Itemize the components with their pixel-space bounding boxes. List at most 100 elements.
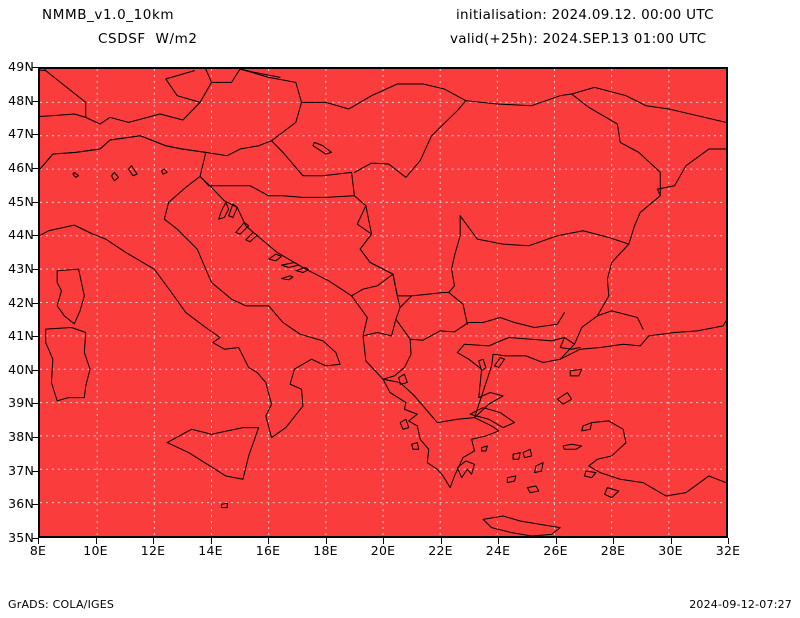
coastline-path [46,328,90,401]
coastline-path [240,69,280,77]
coastline-path [479,359,486,371]
grads-attribution-label: GrADS: COLA/IGES [8,598,115,611]
latitude-tick-mark [32,67,38,68]
latitude-tick-mark [32,336,38,338]
coastline-path [363,319,396,336]
longitude-tick-label: 20E [370,543,396,558]
latitude-tick-mark [32,167,38,169]
longitude-tick-label: 16E [255,543,281,558]
longitude-tick-label: 22E [428,543,453,558]
latitude-tick-label: 45N [8,193,34,209]
longitude-tick-label: 10E [83,543,108,558]
coastline-path [570,369,581,376]
latitude-tick-label: 48N [8,92,34,108]
coastline-path [282,276,293,280]
longitude-tick-label: 32E [715,543,741,558]
longitude-tick-label: 24E [485,543,511,558]
coastline-path [457,461,474,478]
coastline-path [557,393,571,405]
latitude-tick-label: 39N [8,395,34,411]
model-name-label: NMMB_v1.0_10km [42,7,175,23]
latitude-tick-label: 35N [8,530,34,545]
coastline-path [412,443,419,450]
longitude-tick-mark [153,538,154,544]
latitude-tick-mark [32,235,38,237]
coastline-path [40,69,240,173]
latitude-tick-label: 46N [8,159,34,175]
longitude-tick-label: 8E [29,543,47,558]
longitude-tick-mark [95,538,97,544]
coastline-path [357,206,460,296]
longitude-tick-mark [728,538,729,544]
latitude-tick-label: 40N [8,361,34,377]
latitude-tick-mark [32,100,38,102]
initialisation-time-label: initialisation: 2024.09.12. 00:00 UTC [456,7,714,23]
coastline-path [585,471,596,478]
longitude-tick-mark [383,538,384,544]
longitude-tick-mark [440,538,442,544]
coastline-path [383,379,499,487]
latitude-tick-mark [32,437,38,439]
longitude-tick-mark [38,538,39,544]
longitude-tick-mark [268,538,269,544]
latitude-tick-mark [32,134,38,136]
latitude-tick-mark [32,403,38,405]
latitude-tick-mark [32,201,38,203]
coastline-path [460,216,629,246]
coastline-path [534,463,543,473]
map-gridlines [40,69,726,536]
latitude-tick-mark [32,538,38,539]
coastline-path [449,292,468,324]
latitude-tick-label: 49N [8,59,34,74]
longitude-tick-mark [613,538,614,544]
coastline-path [560,338,580,350]
coastline-path [296,267,309,272]
latitude-tick-label: 36N [8,496,34,512]
coastline-path [466,94,660,196]
longitude-tick-mark [498,538,499,544]
longitude-tick-label: 18E [313,543,338,558]
longitude-tick-mark [670,538,672,544]
valid-time-label: valid(+25h): 2024.SEP.13 01:00 UTC [450,31,707,47]
longitude-tick-label: 26E [543,543,568,558]
coastline-path [513,453,520,460]
coastline-path [605,488,619,498]
coastline-path [507,476,516,483]
render-timestamp-label: 2024-09-12-07:27 [689,598,792,611]
latitude-tick-mark [32,504,38,506]
coastline-path [399,374,408,384]
coastline-path [161,169,167,174]
coastline-path [111,172,118,180]
map-plot-area[interactable] [38,67,728,538]
coastline-path [272,84,466,152]
coastline-path [180,69,211,82]
coastline-path [57,269,84,324]
coastline-path [236,222,249,234]
coastline-path [354,101,465,178]
coastline-path [589,421,726,496]
coastline-path [470,408,514,428]
longitude-tick-mark [210,538,212,544]
coastline-path [40,69,86,117]
latitude-tick-label: 37N [8,462,34,478]
latitude-tick-label: 42N [8,294,34,310]
coastline-path [206,141,272,156]
coastline-path [483,516,560,536]
coastline-path [494,358,504,368]
coastline-path [400,419,409,429]
coastline-path [129,166,138,176]
coastline-path [527,486,538,493]
coastline-path [582,423,592,431]
coastline-path [563,444,582,449]
coastline-path [240,69,301,102]
longitude-tick-label: 30E [658,543,683,558]
latitude-tick-mark [32,369,38,371]
variable-name-label: CSDSF W/m2 [98,31,198,47]
latitude-tick-mark [32,302,38,304]
coastline-path [73,172,79,177]
latitude-tick-label: 38N [8,429,34,445]
latitude-tick-mark [32,470,38,472]
coastline-path [229,204,238,217]
coastline-path [282,262,299,267]
coastline-path [523,449,532,457]
